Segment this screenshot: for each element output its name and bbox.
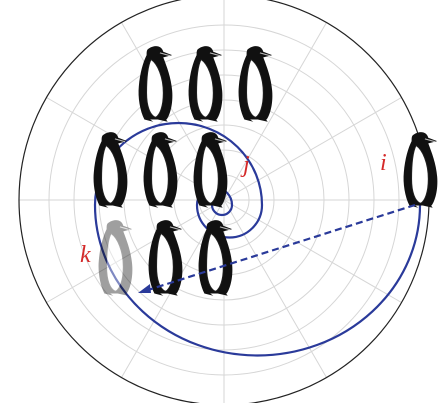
- arrow-head: [138, 284, 151, 293]
- polar-grid: [19, 0, 429, 403]
- label-i: i: [380, 150, 387, 176]
- label-k: k: [80, 242, 91, 268]
- diagram: i j k: [0, 0, 446, 403]
- label-j: j: [240, 152, 250, 178]
